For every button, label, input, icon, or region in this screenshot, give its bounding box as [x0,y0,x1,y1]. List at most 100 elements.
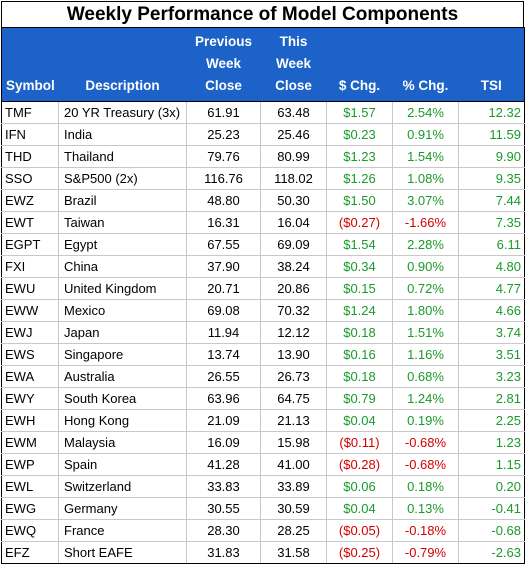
dollar-change-cell: ($0.28) [326,453,393,476]
dollar-change-cell: $0.18 [326,321,393,344]
tsi-cell: -2.63 [458,541,525,564]
table-row: EWH Hong Kong 21.09 21.13 $0.04 0.19% 2.25 [1,409,525,432]
symbol-cell: EWU [1,277,59,300]
header-tsi: TSI [458,27,525,102]
this-close-cell: 33.89 [260,475,327,498]
percent-change-cell: 1.24% [392,387,459,410]
dollar-change-cell: $0.79 [326,387,393,410]
tsi-cell: 2.25 [458,409,525,432]
table-row: EWS Singapore 13.74 13.90 $0.16 1.16% 3.51 [1,343,525,366]
dollar-change-cell: $1.23 [326,145,393,168]
this-close-cell: 30.59 [260,497,327,520]
dollar-change-cell: $1.24 [326,299,393,322]
this-close-cell: 21.13 [260,409,327,432]
header-description: Description [58,27,187,102]
tsi-cell: -0.41 [458,497,525,520]
symbol-cell: EFZ [1,541,59,564]
dollar-change-cell: $0.06 [326,475,393,498]
tsi-cell: 7.35 [458,211,525,234]
symbol-cell: TMF [1,101,59,124]
description-cell: South Korea [58,387,187,410]
dollar-change-cell: $1.54 [326,233,393,256]
tsi-cell: -0.68 [458,519,525,542]
description-cell: United Kingdom [58,277,187,300]
previous-close-cell: 79.76 [186,145,261,168]
this-close-cell: 70.32 [260,299,327,322]
table-row: EWY South Korea 63.96 64.75 $0.79 1.24% 2.81 [1,387,525,410]
percent-change-cell: 0.18% [392,475,459,498]
dollar-change-cell: $0.04 [326,409,393,432]
percent-change-cell: -0.68% [392,453,459,476]
dollar-change-cell: $1.26 [326,167,393,190]
tsi-cell: 6.11 [458,233,525,256]
dollar-change-cell: ($0.05) [326,519,393,542]
this-close-cell: 41.00 [260,453,327,476]
tsi-cell: 9.35 [458,167,525,190]
this-close-cell: 64.75 [260,387,327,410]
description-cell: Spain [58,453,187,476]
symbol-cell: EWY [1,387,59,410]
percent-change-cell: 0.91% [392,123,459,146]
dollar-change-cell: ($0.25) [326,541,393,564]
description-cell: Malaysia [58,431,187,454]
symbol-cell: EWJ [1,321,59,344]
symbol-cell: SSO [1,167,59,190]
description-cell: India [58,123,187,146]
header-this-close-line-3: Close [275,78,312,93]
previous-close-cell: 67.55 [186,233,261,256]
tsi-cell: 0.20 [458,475,525,498]
table-row: EWL Switzerland 33.83 33.89 $0.06 0.18% 0.20 [1,475,525,498]
tsi-cell: 1.15 [458,453,525,476]
symbol-cell: EWH [1,409,59,432]
percent-change-cell: 2.54% [392,101,459,124]
previous-close-cell: 41.28 [186,453,261,476]
previous-close-cell: 63.96 [186,387,261,410]
table-row: EFZ Short EAFE 31.83 31.58 ($0.25) -0.79% -2.6… [1,541,525,564]
dollar-change-cell: ($0.27) [326,211,393,234]
previous-close-cell: 26.55 [186,365,261,388]
header-this-close-line-2: Week [275,56,312,71]
description-cell: Australia [58,365,187,388]
tsi-cell: 4.80 [458,255,525,278]
previous-close-cell: 28.30 [186,519,261,542]
tsi-cell: 4.66 [458,299,525,322]
description-cell: Hong Kong [58,409,187,432]
symbol-cell: EWZ [1,189,59,212]
header-previous-close-line-3: Close [205,78,242,93]
symbol-cell: EWS [1,343,59,366]
percent-change-cell: 1.51% [392,321,459,344]
tsi-cell: 7.44 [458,189,525,212]
table-row: IFN India 25.23 25.46 $0.23 0.91% 11.59 [1,123,525,146]
tsi-cell: 3.74 [458,321,525,344]
this-close-cell: 13.90 [260,343,327,366]
performance-table: Symbol Description Previous Week Close T… [1,27,525,564]
header-previous-close-line-1: Previous [194,34,253,49]
this-close-cell: 31.58 [260,541,327,564]
header-dollar-change: $ Chg. [326,27,393,102]
previous-close-cell: 20.71 [186,277,261,300]
dollar-change-cell: $0.15 [326,277,393,300]
table-row: EWG Germany 30.55 30.59 $0.04 0.13% -0.41 [1,497,525,520]
tsi-cell: 11.59 [458,123,525,146]
description-cell: Taiwan [58,211,187,234]
table-row: EWP Spain 41.28 41.00 ($0.28) -0.68% 1.15 [1,453,525,476]
description-cell: Thailand [58,145,187,168]
percent-change-cell: -0.68% [392,431,459,454]
previous-close-cell: 61.91 [186,101,261,124]
previous-close-cell: 11.94 [186,321,261,344]
percent-change-cell: 2.28% [392,233,459,256]
this-close-cell: 20.86 [260,277,327,300]
tsi-cell: 12.32 [458,101,525,124]
percent-change-cell: -1.66% [392,211,459,234]
table-row: EWA Australia 26.55 26.73 $0.18 0.68% 3.23 [1,365,525,388]
table-row: EWT Taiwan 16.31 16.04 ($0.27) -1.66% 7.35 [1,211,525,234]
table-row: EWU United Kingdom 20.71 20.86 $0.15 0.72% 4.7… [1,277,525,300]
header-this-close: This Week Close [260,27,327,102]
table-row: THD Thailand 79.76 80.99 $1.23 1.54% 9.90 [1,145,525,168]
header-previous-close-line-2: Week [205,56,242,71]
previous-close-cell: 16.09 [186,431,261,454]
tsi-cell: 1.23 [458,431,525,454]
table-title: Weekly Performance of Model Components [1,1,524,27]
this-close-cell: 16.04 [260,211,327,234]
